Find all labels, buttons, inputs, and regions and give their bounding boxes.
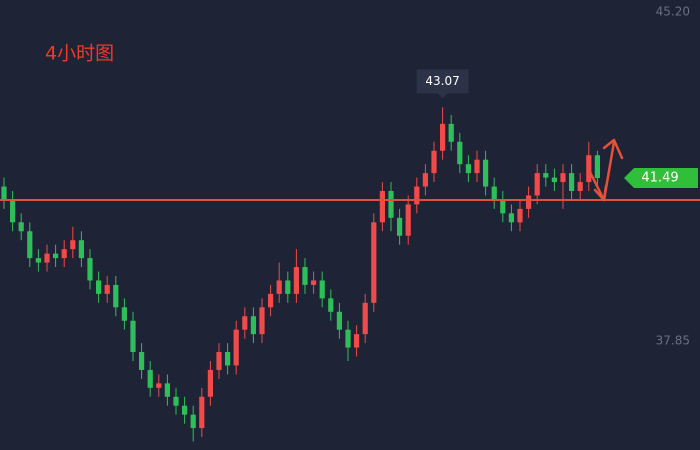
candle-body — [336, 311, 342, 330]
candle-body — [164, 383, 170, 397]
candle-body — [96, 280, 102, 294]
candle-body — [405, 204, 411, 236]
candle-body — [362, 302, 368, 335]
candle-body — [422, 173, 428, 187]
candle-body — [104, 284, 110, 294]
candle-body — [457, 141, 463, 165]
annotation-arrows — [586, 138, 624, 202]
candle-body — [560, 173, 566, 183]
candle-body — [225, 352, 231, 366]
candle-body — [27, 231, 33, 259]
candle-body — [379, 191, 385, 223]
candle-body — [130, 320, 136, 353]
candle-body — [551, 177, 557, 183]
candle-body — [414, 186, 420, 205]
candle-body — [285, 280, 291, 294]
candle-body — [319, 280, 325, 299]
candle-body — [190, 414, 196, 429]
high-marker-label: 43.07 — [425, 74, 459, 88]
candle-body — [35, 258, 41, 263]
candle-body — [500, 199, 506, 214]
candle-body — [569, 173, 575, 192]
chart-title: 4小时图 — [45, 43, 114, 65]
candle-body — [534, 173, 540, 196]
candle-body — [371, 222, 377, 303]
candle-body — [328, 298, 334, 312]
arrow-head — [602, 138, 624, 160]
candle-body — [508, 213, 514, 223]
candle-body — [259, 307, 265, 335]
candle-body — [268, 293, 274, 308]
last-price-box — [624, 168, 698, 189]
candle-body — [440, 123, 446, 151]
candle-body — [147, 369, 153, 388]
candle-body — [156, 383, 162, 388]
candle-body — [10, 199, 16, 223]
candle-body — [242, 316, 248, 330]
candle-body — [207, 369, 213, 397]
candle-body — [70, 240, 76, 250]
candle-body — [121, 307, 127, 321]
candle-body — [526, 195, 532, 209]
y-tick-label: 45.20 — [656, 5, 690, 19]
candle-body — [182, 405, 188, 415]
candle-body — [250, 316, 256, 335]
candle-body — [276, 280, 282, 294]
candle-body — [113, 284, 119, 308]
candle-body — [577, 182, 583, 192]
candle-body — [388, 191, 394, 218]
candle-body — [87, 258, 93, 281]
candle-body — [53, 253, 59, 259]
candle-body — [293, 267, 299, 294]
candle-body — [61, 249, 67, 259]
candle-body — [311, 280, 317, 285]
candle-body — [233, 329, 239, 366]
arrow-head — [593, 184, 608, 202]
candle-body — [397, 217, 403, 236]
candle-body — [431, 150, 437, 174]
candle-body — [474, 159, 480, 174]
candle-body — [199, 396, 205, 429]
candle-body — [491, 186, 497, 200]
candle-body — [139, 352, 145, 370]
last-price-label: 41.49 — [641, 171, 678, 186]
candle-body — [216, 352, 222, 370]
candle-body — [465, 164, 471, 174]
y-tick-label: 37.85 — [656, 333, 690, 347]
candle-body — [78, 240, 84, 259]
candle-body — [354, 334, 360, 348]
candle-body — [302, 267, 308, 285]
candle-body — [448, 123, 454, 142]
high-marker-box — [416, 69, 469, 99]
candle-body — [44, 253, 50, 263]
candle-body — [173, 396, 179, 406]
candle-body — [483, 159, 489, 187]
candle-body — [517, 208, 523, 223]
candle-body — [18, 222, 24, 232]
candle-body — [1, 186, 7, 200]
candle-body — [594, 155, 600, 179]
candle-body — [543, 173, 549, 178]
candle-body — [345, 329, 351, 348]
